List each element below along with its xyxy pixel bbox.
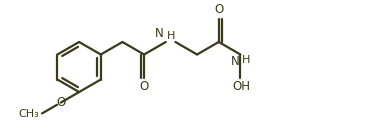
Text: O: O: [214, 3, 223, 16]
Text: O: O: [139, 80, 149, 93]
Text: CH₃: CH₃: [19, 109, 39, 119]
Text: N: N: [155, 27, 164, 40]
Text: OH: OH: [232, 79, 250, 92]
Text: N: N: [231, 55, 240, 68]
Text: H: H: [241, 55, 250, 65]
Text: O: O: [56, 96, 66, 109]
Text: H: H: [167, 31, 175, 41]
